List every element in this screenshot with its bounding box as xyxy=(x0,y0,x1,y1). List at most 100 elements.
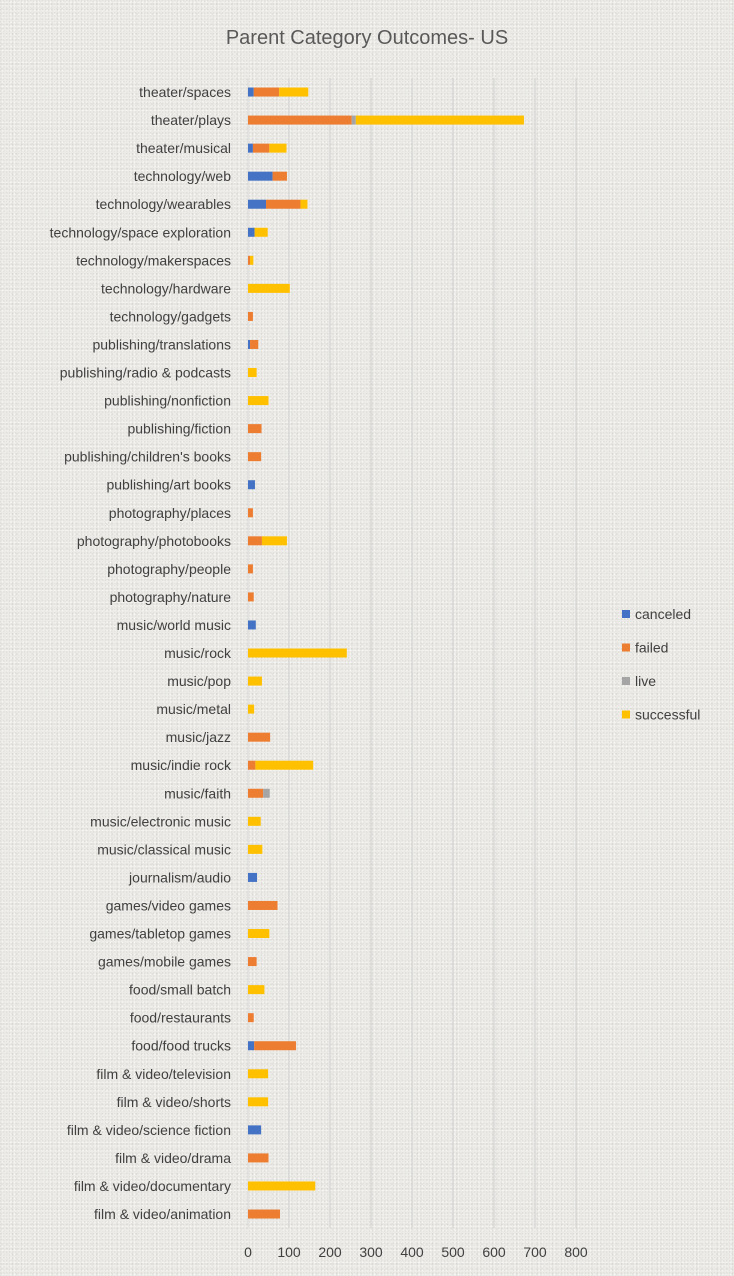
bar-segment-failed xyxy=(248,452,262,462)
bar-segment-failed xyxy=(248,1013,254,1023)
x-tick-label: 600 xyxy=(482,1244,506,1260)
x-tick-label: 700 xyxy=(523,1244,547,1260)
category-label: theater/plays xyxy=(151,112,231,128)
category-label: photography/places xyxy=(109,505,231,521)
x-tick-label: 0 xyxy=(244,1244,252,1260)
category-label: food/food trucks xyxy=(131,1038,231,1054)
bars xyxy=(248,87,524,1219)
bar-segment-failed xyxy=(248,760,256,770)
x-axis-tick-labels: 0 100 200 300 400 500 600 700 800 xyxy=(244,1244,588,1260)
bar-segment-failed xyxy=(254,1041,296,1051)
bar-segment-successful xyxy=(269,143,287,153)
bar-segment-live xyxy=(351,115,356,125)
legend-swatch-live xyxy=(622,677,630,685)
bar-segment-canceled xyxy=(248,872,258,882)
bar-segment-canceled xyxy=(248,171,273,181)
bar-segment-failed xyxy=(250,339,259,349)
bar-segment-successful xyxy=(248,368,257,378)
bar-segment-successful xyxy=(248,648,347,658)
x-tick-label: 300 xyxy=(359,1244,383,1260)
bar-segment-failed xyxy=(253,87,280,97)
bar-segment-successful xyxy=(279,87,309,97)
bar-segment-successful xyxy=(248,1069,269,1079)
bar-segment-canceled xyxy=(248,227,255,237)
category-label: publishing/radio & podcasts xyxy=(60,365,231,381)
category-label: food/restaurants xyxy=(130,1010,231,1026)
category-label: theater/musical xyxy=(136,140,231,156)
bar-segment-successful xyxy=(255,760,314,770)
category-label: technology/makerspaces xyxy=(76,252,231,268)
bar-segment-canceled xyxy=(248,87,254,97)
category-label: games/mobile games xyxy=(98,954,231,970)
category-label: film & video/science fiction xyxy=(67,1122,231,1138)
category-label: food/small batch xyxy=(129,982,231,998)
category-label: music/world music xyxy=(117,617,231,633)
bar-segment-failed xyxy=(248,900,278,910)
bar-segment-failed xyxy=(248,255,251,265)
category-label: music/pop xyxy=(167,673,231,689)
category-label: music/metal xyxy=(156,701,231,717)
bar-segment-failed xyxy=(248,115,352,125)
category-label: publishing/fiction xyxy=(127,421,231,437)
bar-segment-failed xyxy=(248,957,257,967)
category-label: film & video/shorts xyxy=(117,1094,231,1110)
x-tick-label: 200 xyxy=(318,1244,342,1260)
bar-segment-failed xyxy=(248,564,253,574)
legend-label-failed: failed xyxy=(635,640,668,656)
bar-segment-failed xyxy=(248,732,271,742)
legend-label-canceled: canceled xyxy=(635,606,691,622)
bar-segment-canceled xyxy=(248,1041,255,1051)
category-label: journalism/audio xyxy=(128,869,231,885)
category-label: publishing/translations xyxy=(92,336,231,352)
bar-segment-successful xyxy=(248,929,270,939)
bar-segment-canceled xyxy=(248,199,267,209)
x-tick-label: 800 xyxy=(564,1244,588,1260)
category-label: publishing/nonfiction xyxy=(104,393,231,409)
category-label: music/indie rock xyxy=(131,757,232,773)
x-tick-label: 400 xyxy=(400,1244,424,1260)
bar-segment-failed xyxy=(248,536,262,546)
category-label: publishing/art books xyxy=(106,477,231,493)
category-label: technology/space exploration xyxy=(50,224,231,240)
x-tick-label: 500 xyxy=(441,1244,465,1260)
category-label: games/video games xyxy=(106,897,231,913)
x-tick-label: 100 xyxy=(277,1244,301,1260)
category-label: games/tabletop games xyxy=(89,926,231,942)
bar-segment-successful xyxy=(261,536,287,546)
bar-segment-canceled xyxy=(248,143,253,153)
bar-segment-successful xyxy=(248,283,290,293)
category-label: theater/spaces xyxy=(139,84,231,100)
category-label: photography/people xyxy=(107,561,231,577)
bar-segment-successful xyxy=(254,227,268,237)
bar-segment-failed xyxy=(248,592,254,602)
bar-segment-failed xyxy=(252,143,270,153)
bar-segment-failed xyxy=(266,199,301,209)
bar-segment-successful xyxy=(248,816,261,826)
category-label: music/rock xyxy=(164,645,232,661)
bar-segment-failed xyxy=(248,1209,280,1219)
category-label: publishing/children's books xyxy=(64,449,231,465)
bar-segment-successful xyxy=(248,844,263,854)
bar-segment-successful xyxy=(355,115,524,125)
category-label: photography/photobooks xyxy=(77,533,231,549)
bar-segment-failed xyxy=(248,508,253,518)
category-label: film & video/drama xyxy=(115,1150,231,1166)
legend-label-successful: successful xyxy=(635,707,700,723)
category-label: music/jazz xyxy=(166,729,231,745)
bar-segment-failed xyxy=(248,311,253,321)
legend-swatch-successful xyxy=(622,710,630,719)
legend: canceled failed live successful xyxy=(622,606,700,723)
category-label: technology/gadgets xyxy=(110,308,231,324)
chart-title: Parent Category Outcomes- US xyxy=(226,27,508,49)
bar-segment-canceled xyxy=(248,339,251,349)
category-label: music/faith xyxy=(164,785,231,801)
category-label: film & video/animation xyxy=(94,1206,231,1222)
category-label: technology/web xyxy=(134,168,232,184)
bar-segment-successful xyxy=(248,1181,316,1191)
bar-segment-successful xyxy=(248,985,265,995)
bar-segment-live xyxy=(263,788,270,798)
bar-segment-failed xyxy=(248,1153,269,1163)
category-label: music/classical music xyxy=(97,841,231,857)
category-label: film & video/television xyxy=(96,1066,231,1082)
